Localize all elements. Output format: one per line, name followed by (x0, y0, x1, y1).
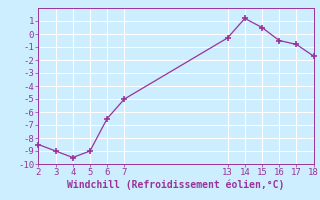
X-axis label: Windchill (Refroidissement éolien,°C): Windchill (Refroidissement éolien,°C) (67, 180, 285, 190)
